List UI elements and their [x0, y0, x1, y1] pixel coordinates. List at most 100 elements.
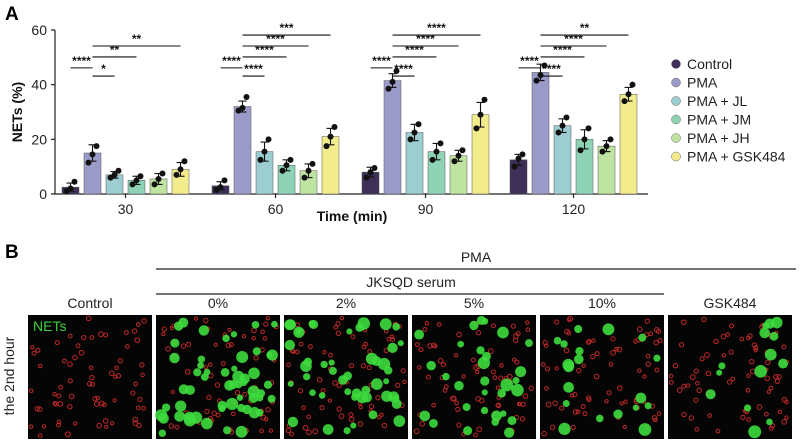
data-point — [115, 167, 122, 174]
data-point — [257, 156, 264, 163]
red-cell — [230, 411, 236, 417]
red-cell — [78, 349, 85, 356]
red-cell — [168, 423, 175, 429]
red-cell — [203, 364, 208, 370]
red-cell — [540, 362, 546, 367]
microscopy-panel: PMA JKSQD serum the 2nd hour Control 0% 2%… — [1, 249, 796, 439]
red-cell — [204, 408, 210, 415]
data-point — [71, 178, 78, 185]
green-net — [716, 369, 723, 376]
red-cell — [88, 365, 94, 370]
red-cell — [653, 339, 659, 346]
red-cell — [366, 365, 372, 371]
red-cell — [72, 354, 78, 361]
data-point — [455, 152, 462, 159]
red-cell — [513, 333, 519, 339]
green-net — [222, 334, 230, 343]
chart-legend: Control PMA PMA + JL PMA + JM PMA + JH PMA + … — [671, 56, 786, 165]
x-tick-label: 120 — [562, 201, 586, 217]
green-net — [558, 422, 571, 436]
red-cell — [390, 337, 396, 343]
red-cell — [695, 380, 700, 386]
green-net — [158, 429, 167, 437]
green-net — [267, 394, 276, 403]
y-tick-label: 20 — [31, 131, 47, 147]
red-cell — [418, 347, 424, 353]
data-point — [301, 174, 308, 181]
green-net — [602, 323, 615, 336]
red-cell — [93, 401, 100, 407]
red-cell — [220, 361, 226, 367]
red-cell — [576, 367, 582, 374]
red-cell — [594, 351, 600, 357]
red-cell — [52, 400, 58, 406]
data-point — [67, 185, 74, 192]
red-cell — [591, 338, 596, 343]
red-cell — [291, 349, 296, 354]
green-net — [476, 346, 485, 355]
data-point — [85, 159, 92, 166]
green-net — [596, 414, 604, 423]
green-net — [355, 323, 364, 332]
red-cell — [642, 374, 647, 379]
data-point — [173, 171, 180, 178]
green-net — [271, 320, 278, 328]
row-label: the 2nd hour — [1, 336, 17, 415]
red-cell — [725, 332, 730, 337]
x-tick-label: 30 — [118, 201, 134, 217]
red-cell — [563, 347, 570, 354]
red-cell — [566, 330, 572, 336]
y-tick-label: 60 — [31, 22, 47, 38]
green-net — [560, 340, 568, 348]
data-point — [181, 158, 188, 165]
red-cell — [339, 315, 345, 321]
green-net — [197, 355, 206, 363]
red-cell — [117, 358, 124, 364]
red-cell — [715, 428, 721, 434]
red-cell — [137, 396, 143, 402]
data-point — [389, 78, 396, 85]
red-cell — [436, 322, 442, 327]
column-label: GSK484 — [704, 295, 757, 311]
red-cell — [56, 422, 61, 428]
significance-label: **** — [372, 54, 391, 68]
data-point — [287, 156, 294, 163]
red-cell — [358, 405, 363, 410]
green-net — [226, 397, 239, 411]
data-point — [221, 177, 228, 184]
red-cell — [645, 361, 651, 367]
green-net — [463, 426, 473, 436]
red-cell — [622, 424, 627, 430]
red-cell — [338, 413, 345, 420]
red-cell — [302, 424, 309, 431]
red-cell — [681, 319, 687, 326]
green-net — [252, 347, 261, 356]
red-cell — [490, 323, 496, 329]
red-cell — [335, 321, 341, 327]
green-net — [381, 390, 393, 402]
red-cell — [514, 359, 520, 365]
red-cell — [543, 343, 549, 348]
red-cell — [336, 382, 342, 389]
green-net — [174, 411, 185, 422]
red-cell — [454, 400, 460, 406]
green-net — [480, 406, 489, 415]
red-cell — [316, 376, 323, 383]
red-cell — [112, 398, 117, 403]
red-cell — [180, 343, 187, 349]
red-cell — [433, 343, 438, 349]
red-cell — [194, 316, 199, 321]
data-point — [323, 143, 330, 150]
red-cell — [676, 387, 683, 393]
green-net — [322, 424, 334, 435]
red-cell — [327, 398, 333, 403]
x-tick-label: 60 — [268, 201, 284, 217]
green-net — [255, 409, 264, 417]
red-cell — [161, 331, 166, 337]
red-cell — [510, 323, 516, 329]
red-cell — [228, 341, 234, 348]
data-point — [519, 151, 526, 158]
red-cell — [165, 346, 171, 352]
red-cell — [75, 343, 81, 349]
green-net — [338, 375, 348, 385]
